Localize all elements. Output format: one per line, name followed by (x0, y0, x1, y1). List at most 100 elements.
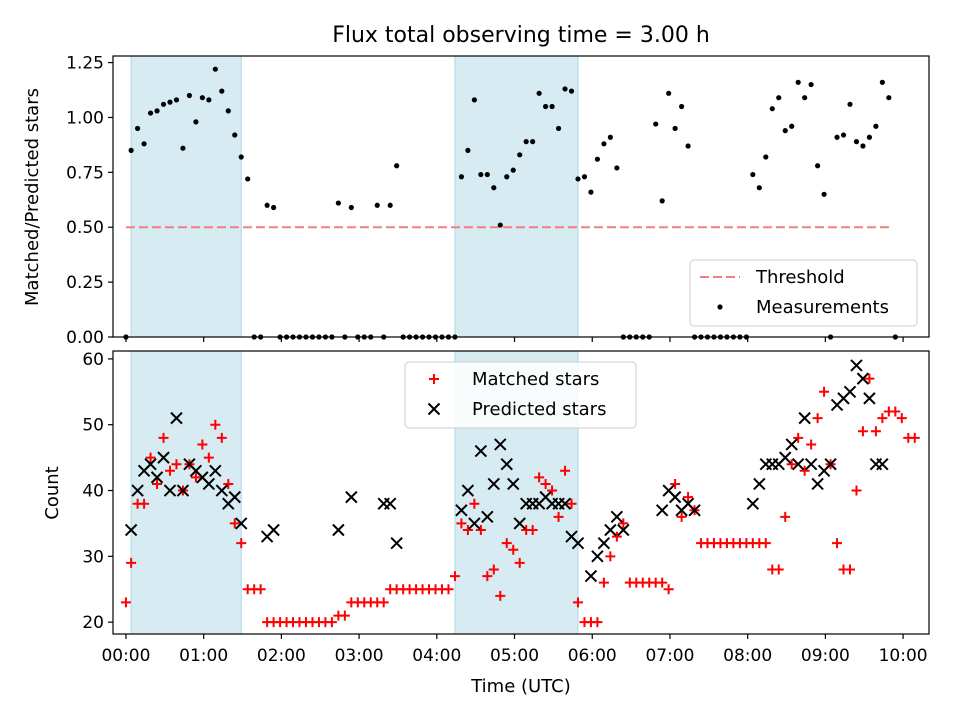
measurement-point (219, 88, 225, 94)
matched-star-point (812, 413, 823, 424)
matched-star-point (255, 584, 266, 595)
matched-star-point (572, 597, 583, 608)
matched-star-point (229, 518, 240, 529)
measurement-point (173, 97, 180, 103)
matched-star-point (605, 551, 616, 562)
legend-x-marker (427, 402, 441, 416)
measurement-point (588, 189, 594, 195)
measurement-point (212, 66, 218, 72)
predicted-star-point (863, 392, 876, 405)
top-shaded-intervals (130, 55, 579, 338)
matched-star-point (190, 472, 201, 483)
matched-star-point (560, 465, 571, 476)
matched-star-point (806, 439, 817, 450)
predicted-star-point (487, 477, 501, 491)
matched-star-point (760, 538, 771, 549)
matched-star-point (527, 525, 538, 536)
matched-star-point (158, 432, 169, 443)
top-x-axis-ticks (125, 337, 904, 342)
matched-star-point (482, 571, 493, 582)
matched-star-point (657, 577, 668, 588)
predicted-star-point (383, 497, 397, 510)
measurement-point (840, 132, 847, 138)
predicted-star-point (468, 517, 481, 530)
predicted-star-point (571, 536, 585, 550)
predicted-stars-points (124, 359, 889, 583)
matched-star-point (844, 564, 855, 575)
matched-star-point (832, 538, 843, 549)
measurement-point (536, 90, 542, 96)
x-tick-label: 10:00 (879, 646, 928, 666)
predicted-star-point (345, 490, 358, 504)
y-tick-label: 60 (82, 350, 104, 370)
matched-star-point (676, 511, 687, 522)
measurement-point (581, 174, 588, 180)
matched-star-point (475, 525, 486, 536)
matched-star-point (197, 439, 208, 450)
top-legend-box (689, 259, 918, 327)
predicted-star-point (597, 536, 611, 550)
predicted-star-point (591, 550, 604, 563)
predicted-star-point (228, 490, 241, 504)
matched-star-point (793, 432, 804, 443)
predicted-star-point (209, 464, 222, 477)
predicted-star-point (779, 451, 792, 464)
measurement-point (160, 101, 167, 107)
measurement-point (186, 92, 193, 99)
predicted-star-point (668, 490, 682, 504)
y-tick-label: 0.25 (66, 273, 104, 293)
matched-star-point (456, 518, 467, 529)
predicted-star-point (824, 457, 837, 471)
x-tick-label: 02:00 (257, 646, 306, 666)
predicted-star-point (215, 484, 229, 497)
measurement-point (491, 185, 497, 191)
bottom-legend: Matched stars Predicted stars (404, 361, 637, 429)
matched-star-point (773, 564, 784, 575)
measurement-point (659, 198, 665, 204)
predicted-star-point (785, 438, 798, 451)
measurement-point (834, 134, 840, 140)
measurement-point (530, 139, 536, 145)
matched-star-point (592, 617, 603, 628)
measurement-point (866, 134, 873, 140)
x-tick-label: 06:00 (568, 646, 617, 666)
bottom-legend-box (404, 361, 637, 429)
bottom-x-axis-ticks: 00:00 01:00 02:00 03:00 04:00 05:00 06:00 07:00… (101, 634, 928, 666)
measurement-point (484, 171, 490, 178)
y-tick-label: 1.00 (66, 108, 104, 128)
x-tick-label: 05:00 (490, 646, 539, 666)
matched-star-point (540, 478, 551, 489)
predicted-star-point (843, 385, 857, 399)
predicted-star-point (332, 523, 345, 537)
predicted-star-point (610, 510, 624, 524)
x-tick-label: 07:00 (645, 646, 694, 666)
predicted-star-point (507, 477, 520, 491)
matched-star-point (780, 511, 791, 522)
measurement-point (653, 121, 659, 127)
predicted-star-point (558, 497, 572, 510)
bottom-y-axis-ticks: 20 30 40 50 60 (82, 350, 113, 633)
measurement-point (504, 174, 510, 180)
matched-star-point (786, 459, 797, 470)
measurement-point (238, 154, 244, 160)
matched-star-point (670, 478, 681, 489)
y-tick-label: 50 (82, 416, 104, 436)
matched-star-point (890, 406, 901, 417)
measurement-point (510, 167, 516, 173)
measurement-point (802, 95, 808, 101)
y-tick-label: 40 (82, 482, 104, 502)
x-tick-label: 08:00 (723, 646, 772, 666)
x-axis-label: Time (UTC) (470, 676, 571, 697)
matched-star-point (514, 557, 525, 568)
matched-star-point (145, 452, 156, 463)
y-tick-label: 20 (82, 613, 104, 633)
measurement-point (374, 202, 380, 208)
measurement-point (756, 185, 762, 191)
measurement-point (206, 97, 212, 103)
matched-star-point (857, 426, 868, 437)
predicted-star-point (856, 372, 870, 385)
predicted-star-point (811, 477, 824, 491)
top-plot-frame (112, 55, 930, 338)
measurement-point (795, 79, 801, 85)
measurement-point (821, 191, 827, 197)
